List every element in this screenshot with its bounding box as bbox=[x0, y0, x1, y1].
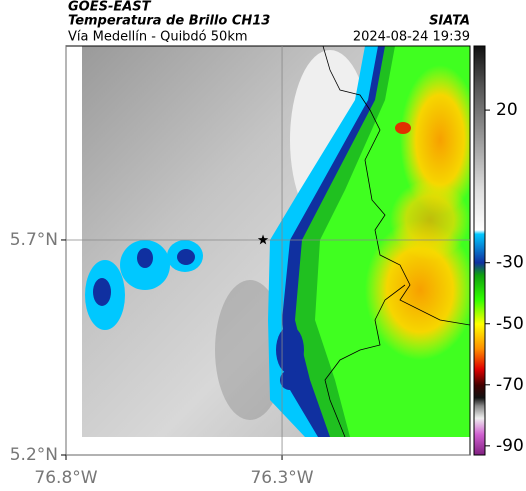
satellite-image bbox=[82, 46, 470, 437]
y-tick-label: 5.7°N bbox=[10, 230, 58, 250]
location-marker bbox=[257, 234, 269, 245]
product: Temperatura de Brillo CH13 bbox=[68, 14, 270, 29]
colorbar-label: -30 bbox=[496, 253, 524, 273]
source: SIATA bbox=[429, 14, 470, 29]
colorbar-label: -70 bbox=[496, 375, 524, 395]
colorbar-label: -90 bbox=[496, 436, 524, 456]
satellite: GOES-EAST bbox=[68, 0, 152, 15]
x-tick-label: 76.8°W bbox=[34, 468, 97, 488]
x-tick-label: 76.3°W bbox=[250, 468, 313, 488]
colorbar bbox=[473, 45, 486, 456]
route: Vía Medellín - Quibdó 50km bbox=[68, 30, 248, 45]
colorbar-label: 20 bbox=[496, 100, 518, 120]
colorbar-label: -50 bbox=[496, 314, 524, 334]
timestamp: 2024-08-24 19:39 bbox=[353, 30, 470, 45]
y-tick-label: 5.2°N bbox=[10, 445, 58, 465]
